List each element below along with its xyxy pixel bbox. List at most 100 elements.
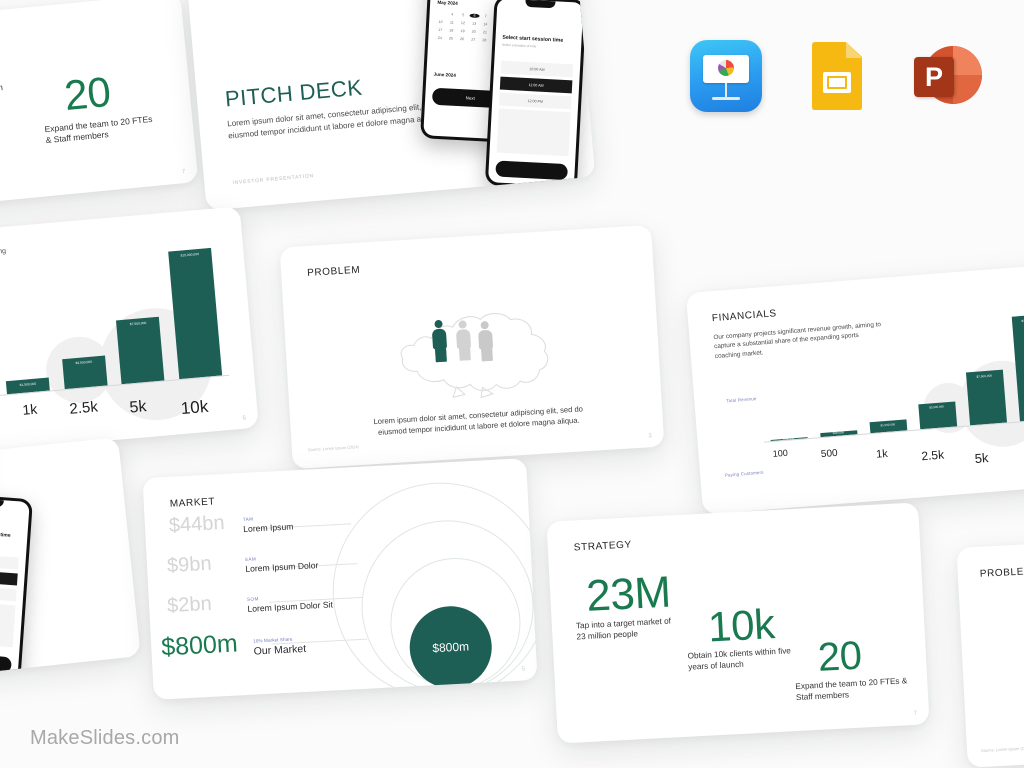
market-row-our-market: $800m 10% Market Share Our Market	[161, 626, 307, 663]
chart-x-axis-label: Paying Customers	[724, 469, 764, 478]
market-bubble-label: $800m	[432, 639, 470, 656]
bar-value-label: $1,500,000	[19, 381, 37, 388]
bar: $7,500,000	[965, 369, 1007, 426]
slide-title: STRATEGY	[573, 539, 633, 554]
calendar-day: 7	[484, 14, 487, 19]
time-option-2-selected[interactable]: 11:00 AM	[0, 568, 19, 586]
time-option-1[interactable]: 10:00 AM	[0, 552, 20, 570]
slide-pitch-deck[interactable]: PITCH DECK Lorem ipsum dolor sit amet, c…	[186, 0, 596, 211]
phone-notch	[524, 0, 556, 9]
bar-category-label: 1k	[875, 447, 889, 461]
phone-confirm-button[interactable]	[495, 160, 569, 181]
bar-category-label: 100	[772, 447, 789, 459]
slide-source-note: Source: Lorem Ipsum (2024)	[980, 745, 1024, 753]
slide-page-number: 3	[648, 433, 652, 440]
slide-strategy[interactable]: STRATEGY 23M Tap into a target market of…	[546, 502, 930, 744]
time-option-3-label: 12:00 PM	[0, 585, 17, 602]
slide-title: PROBLEM	[979, 566, 1024, 580]
bar-value-label: $15,000,000	[180, 251, 200, 258]
powerpoint-icon[interactable]: P	[912, 40, 984, 112]
time-list-filler	[496, 108, 571, 157]
phone-mockup-time-crop: Select start session time Select a durat…	[0, 493, 33, 681]
slide-phone-mockup-cropped[interactable]: Select start session date Select the dat…	[0, 437, 141, 683]
slide-body-text: Lorem ipsum dolor sit amet, consectetur …	[373, 404, 584, 437]
slide-page-number: 5	[521, 666, 526, 673]
bar-column: $7,500,000	[959, 369, 1013, 426]
powerpoint-icon-letter: P	[924, 61, 943, 92]
bar: $15,000,000	[1011, 313, 1024, 422]
site-watermark: MakeSlides.com	[30, 727, 180, 749]
slide-financials-cropped[interactable]: ...revenue growth, aiming to ...expandin…	[0, 206, 259, 466]
slide-page-number: 6	[242, 415, 247, 422]
time-option-3[interactable]: 12:00 PM	[0, 584, 18, 602]
kpi-text-3: Expand the team to 20 FTEs & Staff membe…	[795, 676, 908, 703]
calendar-day	[436, 12, 446, 17]
keynote-icon[interactable]	[690, 40, 762, 112]
kpi-number-2: 10k	[706, 600, 776, 651]
bar: $7,500,000	[116, 316, 165, 385]
bar: $3,500,000	[62, 355, 108, 390]
time-option-1[interactable]: 10:00 AM	[500, 60, 574, 78]
time-option-2-label: 11:00 AM	[0, 569, 18, 586]
slide-problem-edge-cropped[interactable]: PROBLEM Source: Lorem Ipsum (2024)	[956, 532, 1024, 768]
phone-notch	[0, 498, 4, 508]
person-legs	[480, 347, 493, 362]
google-slides-icon[interactable]	[805, 40, 877, 112]
slide-strategy-cropped[interactable]: k s within nch 20 Expand the team to 20 …	[0, 0, 199, 214]
time-option-2-selected[interactable]: 11:00 AM	[499, 76, 573, 94]
person-body	[478, 329, 494, 350]
market-amount: $2bn	[166, 592, 213, 618]
calendar-day: 12	[460, 21, 466, 26]
time-option-1-label: 10:00 AM	[0, 553, 19, 570]
calendar-day: 27	[471, 37, 476, 42]
kpi-number-1: 23M	[585, 567, 672, 621]
bar-value-label: $7,500,000	[129, 320, 147, 327]
slide-problem[interactable]: PROBLEM Lorem ipsum dolor s	[279, 224, 665, 470]
slide-title: PITCH DECK	[224, 74, 364, 112]
kpi-number-20: 20	[62, 67, 113, 120]
bar-value-label: $3,500,000	[929, 404, 944, 410]
slide-financials[interactable]: FINANCIALS Our company projects signific…	[685, 263, 1024, 515]
market-row-som: $2bn SOM Lorem Ipsum Dolor Sit	[167, 586, 333, 618]
bar-category-label: 1k	[21, 400, 38, 418]
person-legs	[458, 347, 471, 361]
calendar-day: 21	[482, 30, 487, 35]
kpi-text-partial: s within nch	[0, 82, 4, 96]
market-row-sam: $9bn SAM Lorem Ipsum Dolor	[167, 547, 319, 578]
phone-header-time: Select start session time Select a durat…	[0, 529, 21, 546]
market-name: Lorem Ipsum Dolor Sit	[247, 599, 334, 614]
keynote-icon-stem	[725, 83, 727, 98]
market-row-tam: $44bn TAM Lorem Ipsum	[168, 508, 293, 537]
phone-confirm-button[interactable]	[0, 652, 13, 674]
bar-category-label: 500	[820, 447, 839, 461]
market-name: Our Market	[253, 642, 307, 658]
kpi-text-20: Expand the team to 20 FTEs & Staff membe…	[44, 113, 153, 146]
person-icon-muted	[454, 320, 472, 361]
calendar-day: 4	[451, 12, 454, 17]
slide-market[interactable]: MARKET $800m $44bn TAM Lorem Ipsum $9bn	[142, 458, 538, 700]
bar-category-label: 5k	[974, 450, 990, 467]
time-option-3[interactable]: 12:00 PM	[498, 92, 572, 110]
phone-title-time: Select start session time	[0, 529, 11, 539]
calendar-day: 18	[449, 28, 454, 33]
calendar-day: 13	[472, 21, 477, 26]
kpi-text-2: Obtain 10k clients within five years of …	[687, 646, 792, 672]
market-amount: $44bn	[168, 511, 226, 537]
bar: $3,500,000	[917, 401, 957, 430]
slide-title: PROBLEM	[306, 264, 361, 279]
calendar-day: 10	[438, 19, 443, 25]
calendar-day: 26	[460, 37, 465, 42]
calendar-day: 19	[460, 29, 465, 34]
keynote-icon-base	[712, 97, 740, 100]
calendar-day-selected[interactable]: 6	[469, 13, 480, 19]
google-slides-icon-frame	[823, 72, 851, 93]
time-option-2-label: 11:00 AM	[528, 82, 544, 88]
powerpoint-icon-tile	[914, 57, 954, 97]
time-option-1-label: 10:00 AM	[529, 66, 545, 72]
person-icon-highlighted	[430, 319, 449, 363]
time-option-3-label: 12:00 PM	[527, 98, 544, 104]
calendar-day: 14	[483, 22, 488, 27]
kpi-text-1: Tap into a target market of 23 million p…	[575, 616, 672, 642]
calendar-day: 11	[449, 20, 454, 25]
